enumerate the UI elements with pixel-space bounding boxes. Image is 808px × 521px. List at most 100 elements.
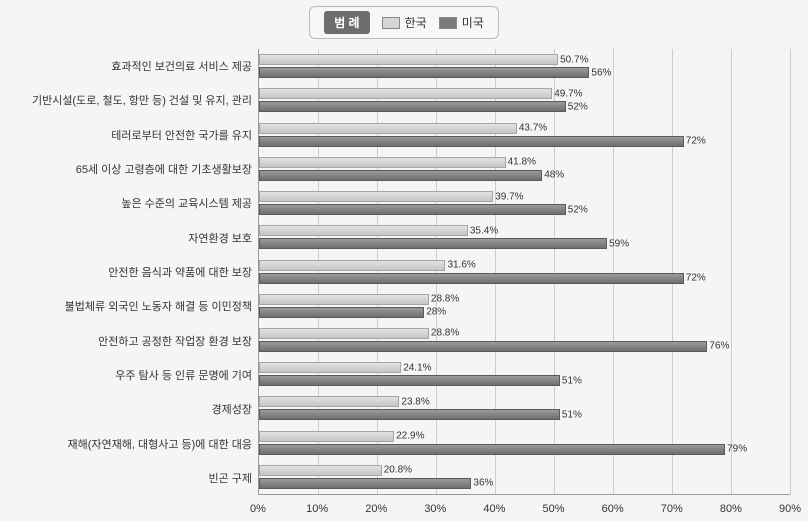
bar-group: 28.8% 76% — [259, 323, 790, 357]
bar-value-usa: 48% — [544, 170, 564, 181]
bar-korea: 35.4% — [259, 225, 468, 236]
x-tick: 70% — [661, 503, 683, 515]
category-label: 재해(자연재해, 대형사고 등)에 대한 대응 — [18, 426, 258, 460]
bar-usa: 51% — [259, 409, 560, 420]
legend-swatch-usa — [439, 17, 457, 29]
bar-korea: 41.8% — [259, 157, 506, 168]
bar-korea: 50.7% — [259, 54, 558, 65]
bar-value-usa: 56% — [591, 67, 611, 78]
category-label: 안전하고 공정한 작업장 환경 보장 — [18, 324, 258, 358]
x-tick: 10% — [306, 503, 328, 515]
bar-value-usa: 59% — [609, 238, 629, 249]
bar-value-korea: 22.9% — [396, 431, 424, 442]
bar-usa: 28% — [259, 307, 424, 318]
category-label: 테러로부터 안전한 국가를 유지 — [18, 118, 258, 152]
category-label: 자연환경 보호 — [18, 221, 258, 255]
bar-value-korea: 41.8% — [508, 157, 536, 168]
legend-item-usa: 미국 — [439, 14, 484, 31]
legend-swatch-korea — [382, 17, 400, 29]
category-label: 불법체류 외국인 노동자 해결 등 이민정책 — [18, 289, 258, 323]
bar-value-korea: 39.7% — [495, 191, 523, 202]
bar-value-korea: 50.7% — [560, 54, 588, 65]
bar-value-korea: 28.8% — [431, 294, 459, 305]
legend-title: 범 례 — [324, 11, 369, 34]
bar-korea: 49.7% — [259, 88, 552, 99]
bar-value-usa: 72% — [686, 136, 706, 147]
bar-value-usa: 28% — [426, 307, 446, 318]
bar-korea: 23.8% — [259, 396, 399, 407]
legend-box: 범 례 한국 미국 — [309, 6, 499, 39]
x-tick: 60% — [602, 503, 624, 515]
bar-value-korea: 31.6% — [447, 260, 475, 271]
bar-group: 31.6% 72% — [259, 254, 790, 288]
bar-group: 41.8% 48% — [259, 152, 790, 186]
bar-value-usa: 36% — [473, 478, 493, 489]
bar-value-usa: 52% — [568, 204, 588, 215]
x-tick: 0% — [250, 503, 266, 515]
bar-korea: 22.9% — [259, 431, 394, 442]
bar-group: 35.4% 59% — [259, 220, 790, 254]
bar-value-usa: 52% — [568, 101, 588, 112]
category-label: 우주 탐사 등 인류 문명에 기여 — [18, 358, 258, 392]
bar-usa: 72% — [259, 273, 684, 284]
category-label: 높은 수준의 교육시스템 제공 — [18, 186, 258, 220]
bar-value-korea: 24.1% — [403, 362, 431, 373]
bar-usa: 72% — [259, 136, 684, 147]
x-tick: 20% — [365, 503, 387, 515]
bar-korea: 31.6% — [259, 260, 445, 271]
gridline — [790, 49, 791, 494]
x-tick: 80% — [720, 503, 742, 515]
bar-group: 20.8% 36% — [259, 460, 790, 494]
bar-value-usa: 79% — [727, 444, 747, 455]
bar-usa: 59% — [259, 238, 607, 249]
legend-label-korea: 한국 — [405, 14, 427, 31]
bar-value-korea: 49.7% — [554, 88, 582, 99]
bar-group: 50.7%56% — [259, 49, 790, 83]
category-labels: 효과적인 보건의료 서비스 제공기반시설(도로, 철도, 항만 등) 건설 및 … — [18, 49, 258, 495]
category-label: 안전한 음식과 약품에 대한 보장 — [18, 255, 258, 289]
x-tick: 50% — [543, 503, 565, 515]
chart-area: 효과적인 보건의료 서비스 제공기반시설(도로, 철도, 항만 등) 건설 및 … — [18, 49, 790, 495]
bar-group: 22.9% 79% — [259, 426, 790, 460]
bar-group: 43.7% 72% — [259, 117, 790, 151]
bar-value-usa: 76% — [709, 341, 729, 352]
category-label: 빈곤 구제 — [18, 461, 258, 495]
bar-usa: 48% — [259, 170, 542, 181]
plot-area: 50.7%56%49.7%52%43.7%72%41.8%48%39.7%52%… — [258, 49, 790, 495]
bar-group: 23.8% 51% — [259, 391, 790, 425]
legend: 범 례 한국 미국 — [0, 0, 808, 45]
category-label: 경제성장 — [18, 392, 258, 426]
bar-value-korea: 20.8% — [384, 465, 412, 476]
category-label: 효과적인 보건의료 서비스 제공 — [18, 49, 258, 83]
bar-value-korea: 28.8% — [431, 328, 459, 339]
bar-group: 49.7% 52% — [259, 83, 790, 117]
bar-value-korea: 35.4% — [470, 225, 498, 236]
bar-korea: 24.1% — [259, 362, 401, 373]
bar-value-usa: 51% — [562, 375, 582, 386]
bar-usa: 52% — [259, 204, 566, 215]
bar-value-usa: 51% — [562, 409, 582, 420]
category-label: 기반시설(도로, 철도, 항만 등) 건설 및 유지, 관리 — [18, 83, 258, 117]
x-tick: 40% — [483, 503, 505, 515]
bars: 50.7%56%49.7%52%43.7%72%41.8%48%39.7%52%… — [259, 49, 790, 494]
bar-usa: 76% — [259, 341, 707, 352]
bar-group: 28.8% 28% — [259, 289, 790, 323]
bar-group: 39.7% 52% — [259, 186, 790, 220]
bar-usa: 79% — [259, 444, 725, 455]
legend-item-korea: 한국 — [382, 14, 427, 31]
bar-usa: 52% — [259, 101, 566, 112]
bar-usa: 56% — [259, 67, 589, 78]
bar-group: 24.1% 51% — [259, 357, 790, 391]
x-tick: 30% — [424, 503, 446, 515]
x-axis: 0%10%20%30%40%50%60%70%80%90% — [258, 503, 790, 521]
bar-korea: 28.8% — [259, 294, 429, 305]
bar-korea: 39.7% — [259, 191, 493, 202]
bar-usa: 36% — [259, 478, 471, 489]
bar-korea: 28.8% — [259, 328, 429, 339]
bar-value-korea: 43.7% — [519, 123, 547, 134]
bar-value-korea: 23.8% — [401, 396, 429, 407]
bar-usa: 51% — [259, 375, 560, 386]
bar-korea: 20.8% — [259, 465, 382, 476]
bar-value-usa: 72% — [686, 273, 706, 284]
category-label: 65세 이상 고령층에 대한 기초생활보장 — [18, 152, 258, 186]
